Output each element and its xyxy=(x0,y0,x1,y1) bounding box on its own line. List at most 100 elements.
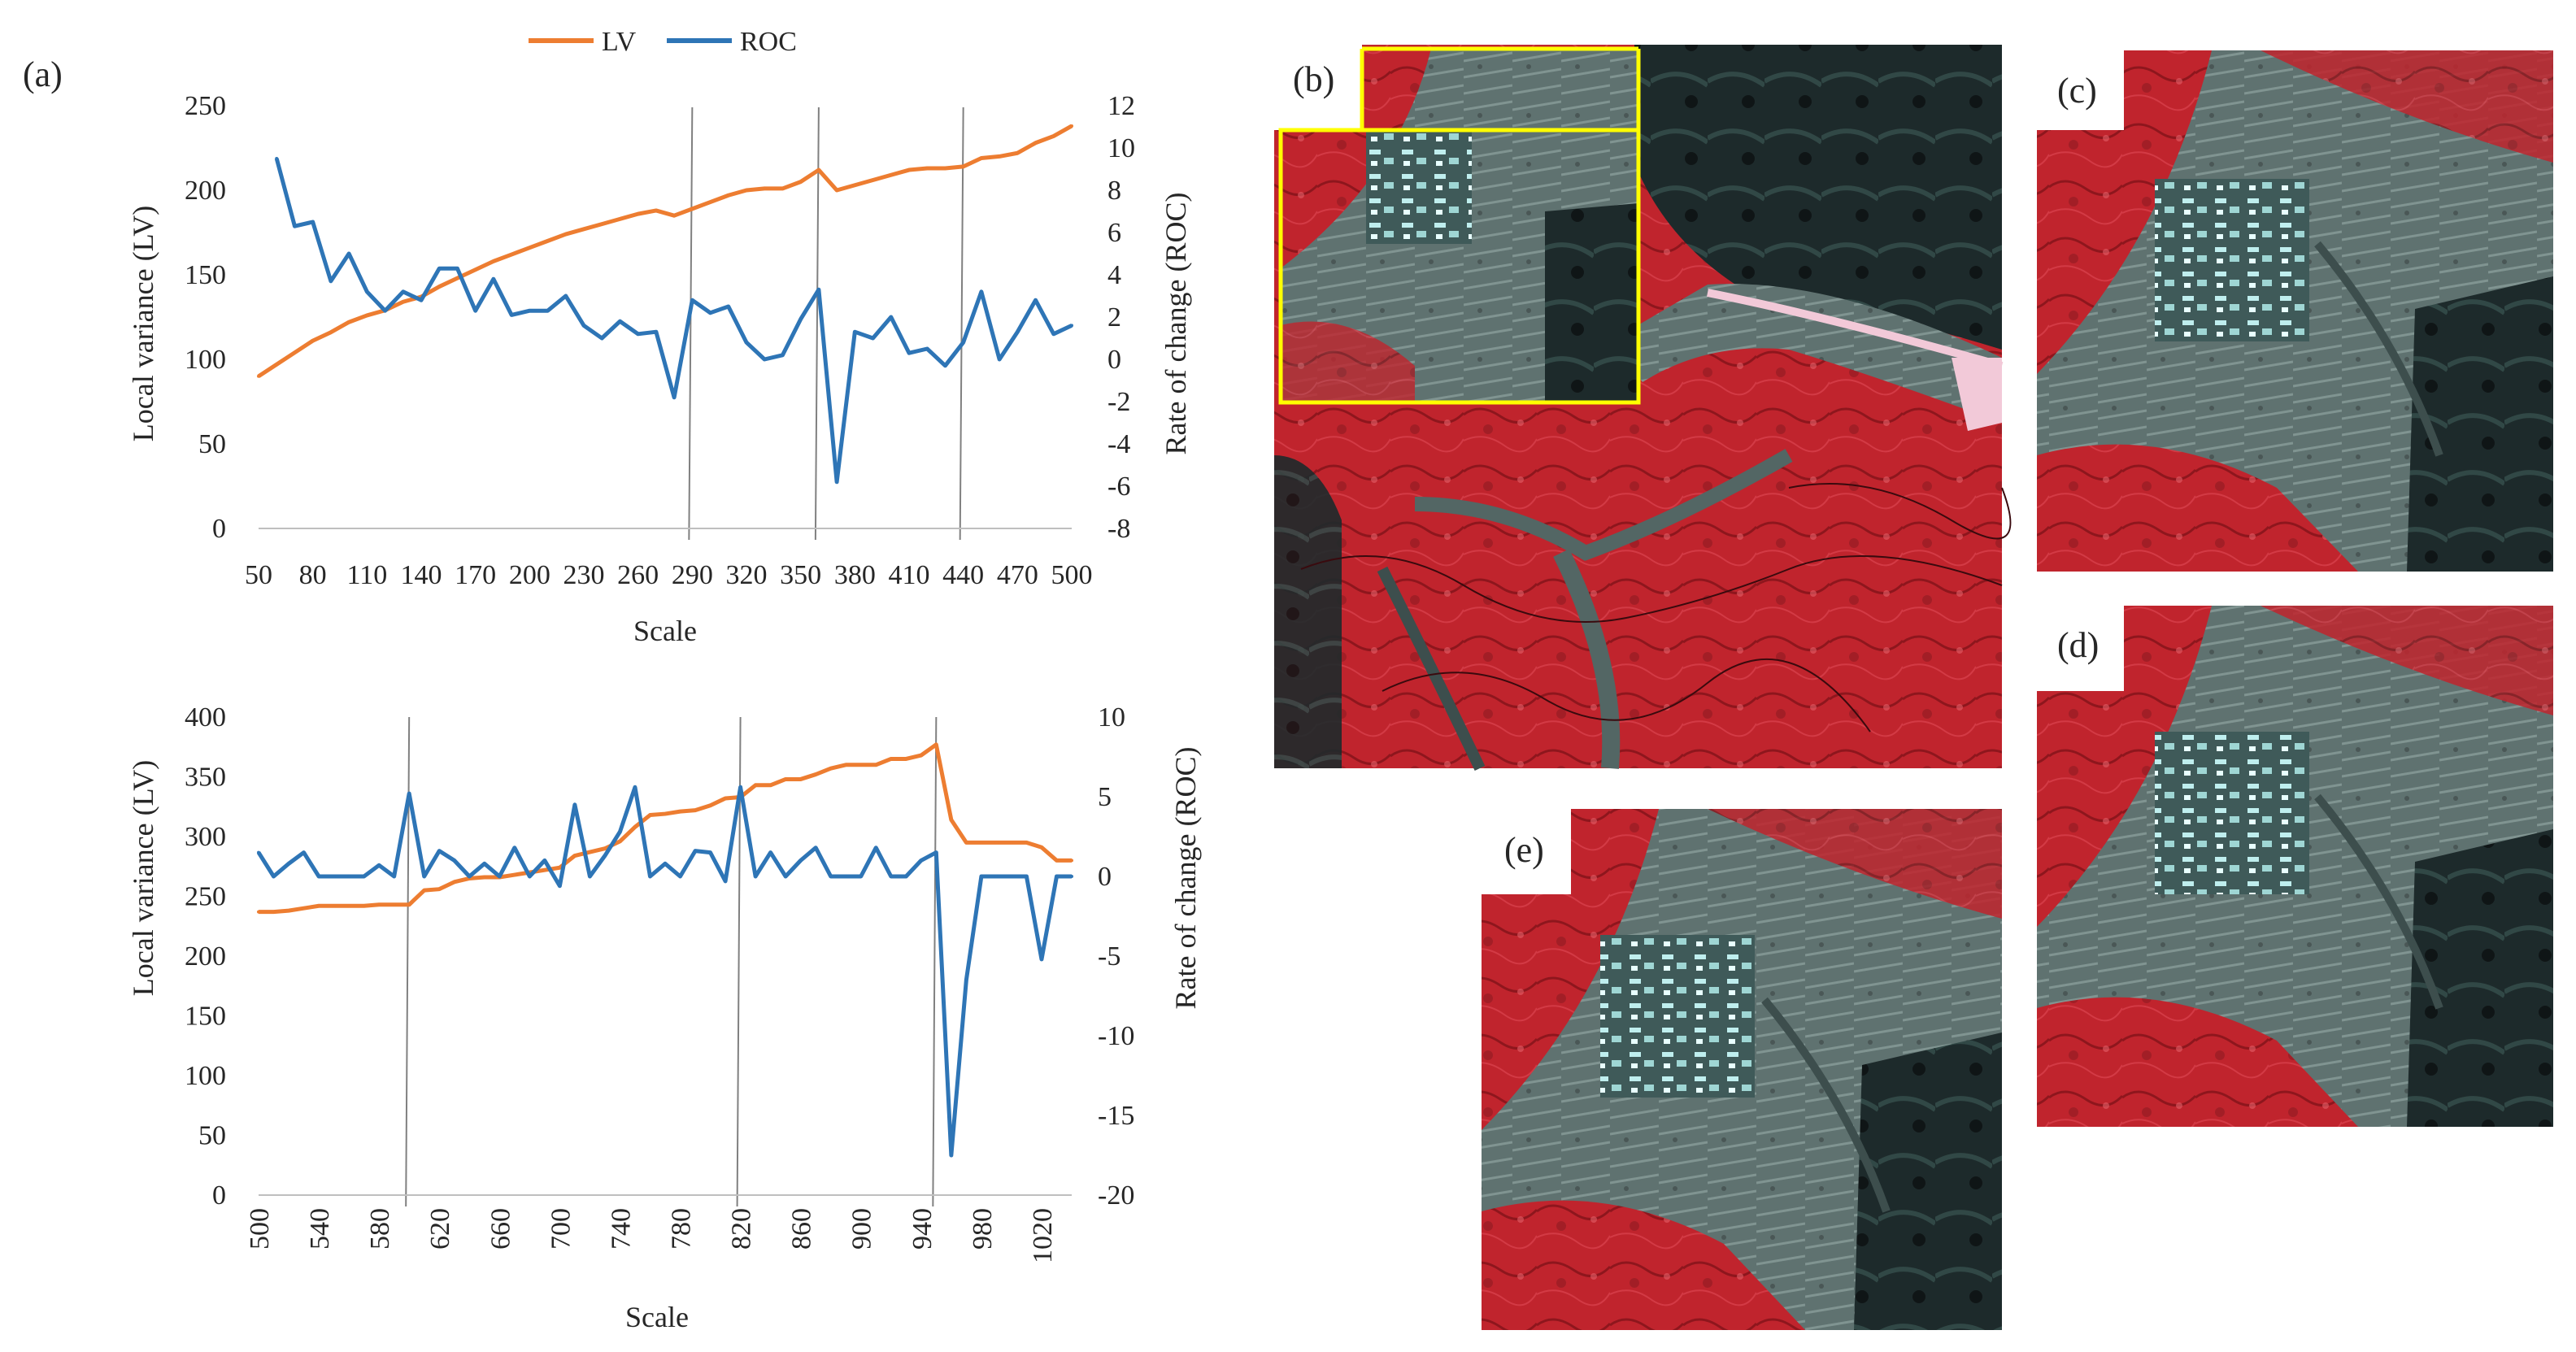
lv-point xyxy=(919,754,923,758)
lv-point xyxy=(329,330,333,334)
roc-point xyxy=(738,785,742,789)
satellite-image-e xyxy=(1482,809,2002,1330)
x-tick-label: 660 xyxy=(485,1208,516,1250)
chart-bottom-x-label: Scale xyxy=(625,1301,689,1333)
lv-line xyxy=(257,124,1073,378)
y-tick-label: 150 xyxy=(185,1002,226,1032)
lv-point xyxy=(287,909,291,913)
lv-point xyxy=(401,300,405,304)
lv-point xyxy=(943,166,947,170)
y2-tick-label: 2 xyxy=(1107,302,1121,333)
y2-tick-label: 8 xyxy=(1107,176,1121,206)
x-tick-label: 820 xyxy=(727,1208,757,1250)
y2-tick-label: 6 xyxy=(1107,218,1121,248)
x-tick-label: 700 xyxy=(546,1208,576,1250)
x-tick-label: 500 xyxy=(245,1208,275,1250)
lv-point xyxy=(745,189,748,192)
lv-point xyxy=(491,259,495,263)
y-tick-label: 100 xyxy=(185,345,226,375)
roc-point xyxy=(347,252,351,255)
lv-point xyxy=(1033,141,1038,145)
x-tick-label: 780 xyxy=(667,1208,697,1250)
roc-point xyxy=(853,330,857,334)
roc-point xyxy=(452,859,456,863)
lv-point xyxy=(1070,859,1073,863)
roc-point xyxy=(1051,332,1055,336)
legend-label-roc: ROC xyxy=(740,27,797,57)
lv-point xyxy=(317,904,321,908)
chart-top-x-ticks: 50 80 110 140 170 200 230 260 290 320 350 380 410 440… xyxy=(245,560,1093,590)
roc-point xyxy=(618,320,622,324)
chart-bottom-y-label: Local variance (LV) xyxy=(127,760,159,997)
lv-point xyxy=(726,193,730,198)
roc-point xyxy=(934,850,938,854)
lv-point xyxy=(528,246,532,250)
reference-line xyxy=(688,107,694,541)
roc-point xyxy=(636,332,640,336)
lv-point xyxy=(392,902,396,906)
y-tick-label: 100 xyxy=(185,1061,226,1091)
roc-point xyxy=(437,849,442,853)
lv-point xyxy=(961,164,965,168)
lv-point xyxy=(654,208,658,212)
lv-point xyxy=(934,742,938,746)
y2-tick-label: 12 xyxy=(1107,91,1135,121)
lv-point xyxy=(293,350,297,354)
y2-tick-label: -10 xyxy=(1098,1021,1134,1051)
chart-bottom-x-ticks: 500 540 580 620 660 700 740 780 820 860 900 940 980 1… xyxy=(245,1208,1058,1263)
y2-tick-label: 10 xyxy=(1107,133,1135,163)
x-tick-label: 350 xyxy=(780,560,821,590)
roc-point xyxy=(633,785,637,789)
roc-point xyxy=(572,802,577,806)
lv-point xyxy=(835,189,839,192)
lv-point xyxy=(871,178,875,182)
chart-top-y2-ticks: -8 -6 -4 -2 0 2 4 6 8 10 12 xyxy=(1107,91,1135,544)
roc-point xyxy=(889,875,893,878)
roc-point xyxy=(491,277,495,281)
chart-top-y2-label: Rate of change (ROC) xyxy=(1160,193,1192,455)
roc-point xyxy=(1033,298,1038,302)
y-tick-label: 300 xyxy=(185,822,226,852)
lv-point xyxy=(798,180,803,184)
lv-point xyxy=(1055,859,1059,863)
roc-point xyxy=(311,220,315,224)
y-tick-label: 0 xyxy=(212,514,226,544)
panel-label-e: (e) xyxy=(1504,830,1544,870)
y-tick-label: 50 xyxy=(198,1121,226,1151)
chart-bottom-y-ticks: 0 50 100 150 200 250 300 350 400 xyxy=(185,702,226,1211)
reference-line xyxy=(405,716,411,1207)
lv-point xyxy=(672,214,677,218)
lv-point xyxy=(949,818,953,822)
y-tick-label: 250 xyxy=(185,91,226,121)
roc-point xyxy=(473,309,477,313)
lv-point xyxy=(1016,151,1020,155)
x-tick-label: 500 xyxy=(1051,560,1093,590)
roc-point xyxy=(745,341,748,345)
x-tick-label: 860 xyxy=(787,1208,817,1250)
roc-point xyxy=(510,313,514,317)
lv-point xyxy=(994,841,999,845)
x-tick-label: 290 xyxy=(672,560,713,590)
roc-point xyxy=(365,289,369,293)
lv-point xyxy=(311,339,315,343)
y2-tick-label: -20 xyxy=(1098,1180,1134,1211)
satellite-image-c xyxy=(2037,50,2553,572)
lv-point xyxy=(437,887,442,891)
roc-point xyxy=(275,157,279,160)
y2-tick-label: -5 xyxy=(1098,941,1120,972)
x-tick-label: 470 xyxy=(997,560,1038,590)
x-tick-label: 380 xyxy=(834,560,876,590)
y-tick-label: 0 xyxy=(212,1180,226,1211)
y-tick-label: 250 xyxy=(185,882,226,912)
roc-point xyxy=(468,875,472,878)
lv-point xyxy=(844,763,848,767)
x-tick-label: 200 xyxy=(509,560,550,590)
x-tick-label: 140 xyxy=(401,560,442,590)
chart-bottom: 0 50 100 150 200 250 300 350 400 -20 -15 -10 -5 0 5 10… xyxy=(127,702,1202,1333)
lv-point xyxy=(768,783,772,787)
lv-point xyxy=(482,875,486,879)
lv-point xyxy=(257,910,260,914)
roc-point xyxy=(844,875,848,878)
roc-point xyxy=(961,341,965,345)
